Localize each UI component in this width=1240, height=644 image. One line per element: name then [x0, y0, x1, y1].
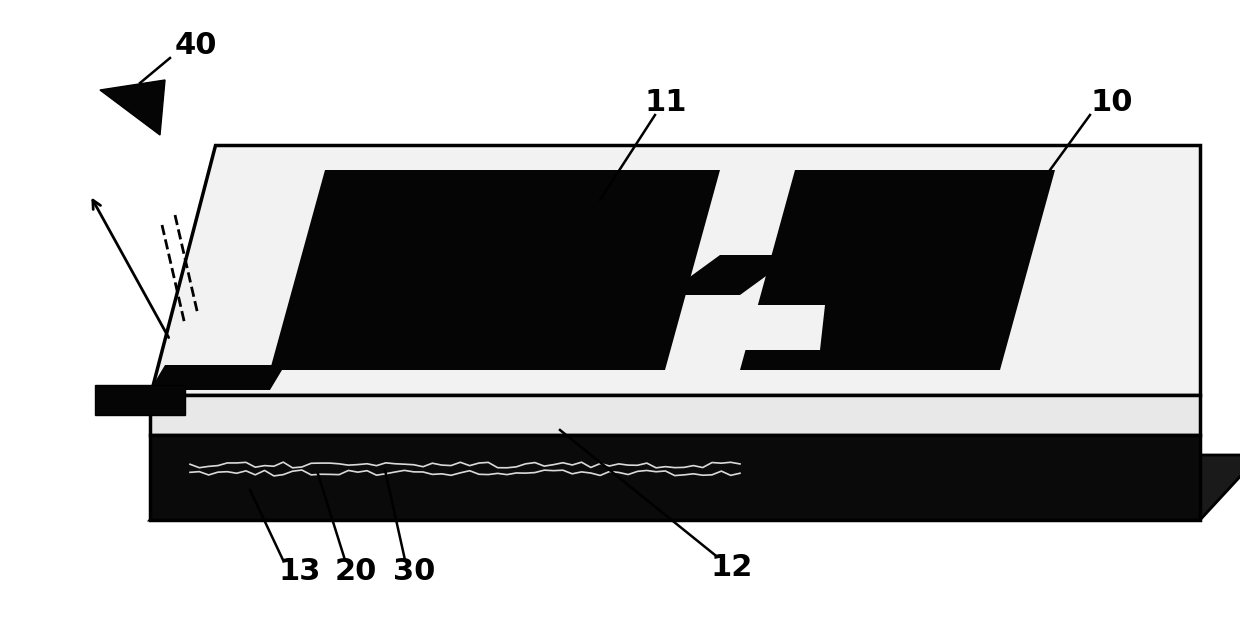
- Polygon shape: [150, 395, 1200, 435]
- Text: 40: 40: [175, 30, 217, 59]
- Polygon shape: [740, 170, 1055, 370]
- Polygon shape: [150, 455, 1240, 520]
- Polygon shape: [665, 255, 795, 295]
- Polygon shape: [740, 305, 825, 350]
- Polygon shape: [150, 365, 285, 390]
- Polygon shape: [270, 170, 720, 370]
- Text: 12: 12: [711, 553, 753, 582]
- Text: 11: 11: [645, 88, 687, 117]
- Text: 10: 10: [1090, 88, 1132, 117]
- Text: 20: 20: [335, 558, 377, 587]
- Text: 13: 13: [278, 558, 320, 587]
- Polygon shape: [150, 145, 1200, 395]
- Polygon shape: [100, 80, 165, 135]
- Polygon shape: [150, 435, 1200, 520]
- Polygon shape: [95, 385, 185, 415]
- Text: 30: 30: [393, 558, 435, 587]
